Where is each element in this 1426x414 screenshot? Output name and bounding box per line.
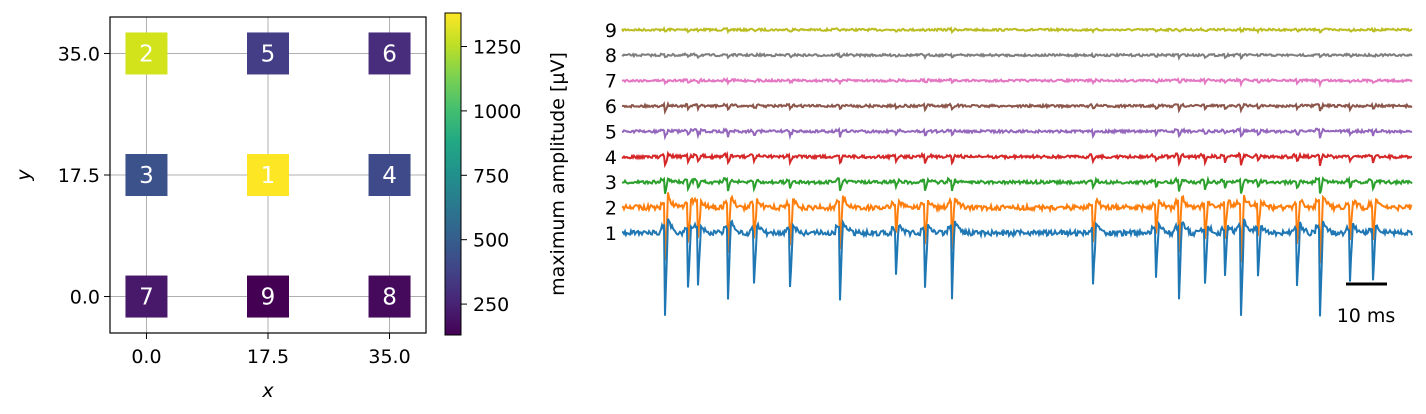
electrode-label: 3 <box>139 163 154 189</box>
y-tick-label: 0.0 <box>70 287 100 309</box>
trace-label: 4 <box>605 147 617 169</box>
trace-label: 7 <box>605 71 617 93</box>
trace-line <box>621 175 1413 194</box>
colorbar-gradient <box>444 12 462 336</box>
electrode-label: 4 <box>382 163 397 189</box>
trace-line <box>621 76 1413 89</box>
trace-label: 8 <box>605 45 617 67</box>
electrode-square <box>125 154 168 196</box>
electrode-square <box>368 154 411 196</box>
x-tick-label: 17.5 <box>247 346 289 368</box>
electrode-square <box>368 275 411 318</box>
y-ticks: 0.0 17.5 35.0 <box>58 43 110 309</box>
x-axis-label: x <box>261 380 274 402</box>
trace-label: 3 <box>605 172 617 194</box>
x-tick-label: 0.0 <box>131 346 161 368</box>
electrode-label: 7 <box>139 285 154 311</box>
electrode-label: 2 <box>139 41 154 67</box>
scalebar-label: 10 ms <box>1337 305 1396 327</box>
trace-line <box>621 126 1413 141</box>
trace-label: 2 <box>605 198 617 220</box>
trace-lines <box>621 25 1413 317</box>
trace-labels: 9 8 7 6 5 4 3 2 1 <box>605 20 617 245</box>
colorbar-tick-label: 500 <box>473 230 509 252</box>
trace-line <box>621 100 1413 116</box>
colorbar-tick-label: 250 <box>473 294 509 316</box>
electrode-square <box>125 32 168 75</box>
trace-line <box>621 192 1413 264</box>
trace-line <box>621 25 1413 35</box>
electrode-label: 1 <box>261 163 276 189</box>
trace-label: 9 <box>605 20 617 42</box>
electrode-label: 8 <box>382 285 397 311</box>
x-tick-label: 35.0 <box>368 346 410 368</box>
trace-line <box>621 150 1413 169</box>
electrode-label: 9 <box>261 285 276 311</box>
electrode-square <box>368 32 411 75</box>
electrode-squares: 2 5 6 3 1 4 7 9 8 <box>125 32 411 318</box>
trace-label: 5 <box>605 121 617 143</box>
voltage-traces: 9 8 7 6 5 4 3 2 1 10 ms <box>605 20 1413 327</box>
electrode-label: 5 <box>261 41 276 67</box>
colorbar: 250 500 750 1000 1250 maximum amplitude [µV] <box>444 12 569 336</box>
electrode-square <box>247 275 289 318</box>
colorbar-tick-label: 750 <box>473 165 509 187</box>
electrode-square <box>125 275 168 318</box>
electrode-label: 6 <box>382 41 397 67</box>
trace-label: 6 <box>605 96 617 118</box>
colorbar-tick-label: 1000 <box>473 101 521 123</box>
electrode-square <box>247 32 289 75</box>
colorbar-tick-label: 1250 <box>473 36 521 58</box>
trace-label: 1 <box>605 223 617 245</box>
trace-line <box>621 218 1413 317</box>
electrode-square <box>247 154 289 196</box>
colorbar-ticks: 250 500 750 1000 1250 <box>461 36 521 316</box>
y-tick-label: 17.5 <box>58 165 100 187</box>
x-ticks: 0.0 17.5 35.0 <box>131 333 411 368</box>
y-axis-label: y <box>13 169 35 182</box>
trace-line <box>621 51 1413 61</box>
colorbar-label: maximum amplitude [µV] <box>547 52 569 296</box>
y-tick-label: 35.0 <box>58 43 100 65</box>
electrode-heatmap: 2 5 6 3 1 4 7 9 8 0.0 17.5 35.0 0.0 17.5 35.0 x y <box>13 16 427 402</box>
